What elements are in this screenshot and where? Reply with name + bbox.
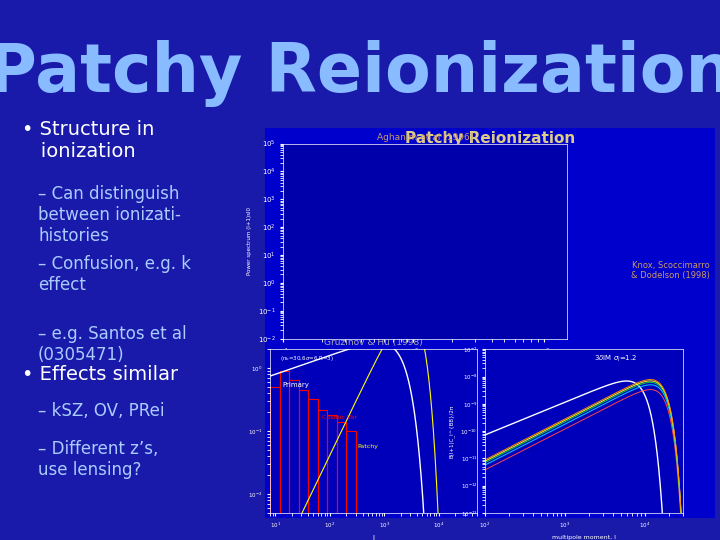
Text: • Structure in
   ionization: • Structure in ionization <box>22 120 154 161</box>
X-axis label: l: l <box>372 536 374 540</box>
Text: Patchy: Patchy <box>357 444 378 449</box>
Text: • Effects similar: • Effects similar <box>22 365 178 384</box>
Text: 3$\delta$IM $\sigma_l$=1.2: 3$\delta$IM $\sigma_l$=1.2 <box>594 354 636 364</box>
Text: – e.g. Santos et al
(0305471): – e.g. Santos et al (0305471) <box>38 325 186 364</box>
Bar <box>270 387 279 540</box>
Text: Gruzinov & Hu (1998): Gruzinov & Hu (1998) <box>324 338 423 347</box>
X-axis label: multipole moment, l: multipole moment, l <box>552 536 616 540</box>
Y-axis label: Power spectrum (l+1)sl0: Power spectrum (l+1)sl0 <box>247 207 252 275</box>
Text: Primary: Primary <box>282 382 310 388</box>
Bar <box>337 422 346 540</box>
Text: Patchy Reionization: Patchy Reionization <box>0 40 720 107</box>
Bar <box>299 390 308 540</box>
Y-axis label: B(l+1)C_l^{BB}/2π: B(l+1)C_l^{BB}/2π <box>449 404 455 458</box>
Bar <box>279 371 289 540</box>
Text: Aghanim et al (1996): Aghanim et al (1996) <box>377 133 473 141</box>
X-axis label: Spherical harmonics order (l): Spherical harmonics order (l) <box>379 363 470 368</box>
Text: Patchy Reionization: Patchy Reionization <box>405 131 575 146</box>
Bar <box>265 128 715 518</box>
Bar <box>308 399 318 540</box>
Bar <box>318 409 328 540</box>
Text: – Can distinguish
between ionizati-
histories: – Can distinguish between ionizati- hist… <box>38 185 181 245</box>
Text: – kSZ, OV, PRei: – kSZ, OV, PRei <box>38 402 164 420</box>
Bar <box>289 380 299 540</box>
Text: – Confusion, e.g. k
effect: – Confusion, e.g. k effect <box>38 255 191 294</box>
Text: Cosmic Var: Cosmic Var <box>322 415 357 420</box>
Bar <box>346 431 356 540</box>
Bar <box>328 415 337 540</box>
Text: – Different z’s,
use lensing?: – Different z’s, use lensing? <box>38 440 158 479</box>
Text: Knox, Scoccimarro
& Dodelson (1998): Knox, Scoccimarro & Dodelson (1998) <box>631 261 710 280</box>
Text: (n$_b$=30,6$\sigma$=6,R=3): (n$_b$=30,6$\sigma$=6,R=3) <box>280 354 334 363</box>
